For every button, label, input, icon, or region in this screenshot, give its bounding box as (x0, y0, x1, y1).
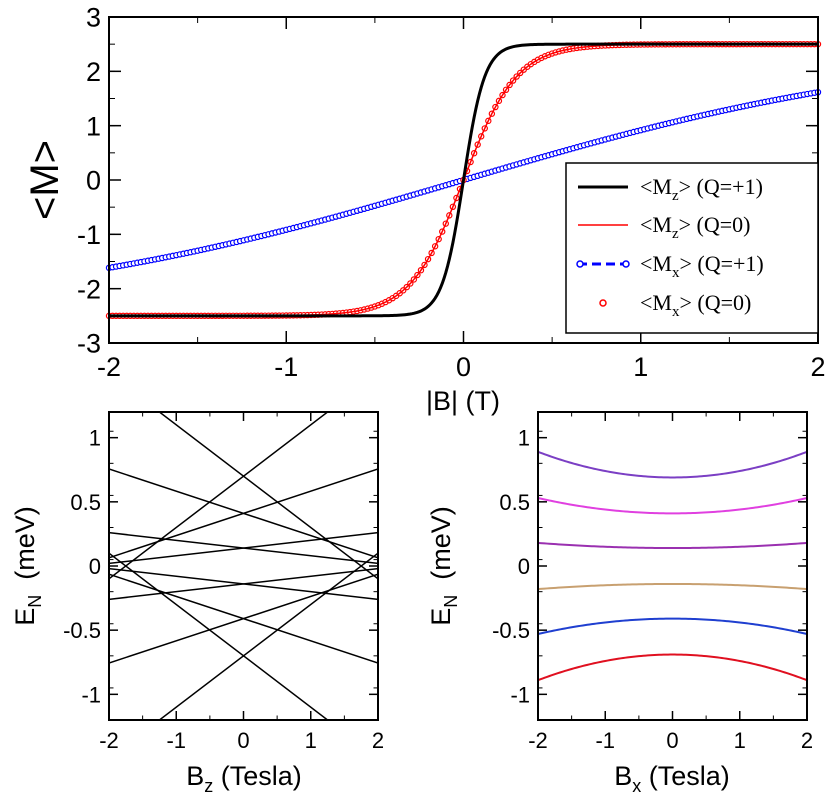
energy-level-curve (537, 497, 808, 515)
bottom-right-energy-panel: -2 -1 0 1 2 -1 -0.5 0 0.5 1 EN (meV) Bx (Tesla) (426, 411, 813, 796)
top-ytick-label: 1 (86, 111, 101, 141)
legend-entry-mx-q1: <Mx> (Q=+1) (576, 251, 764, 281)
bottom-right-xtick-label: 0 (666, 728, 678, 753)
legend-entry-mz-q0: <Mz> (Q=0) (578, 212, 751, 242)
series-mz-q1-line (109, 42, 818, 318)
bottom-left-plot-frame (108, 411, 379, 721)
bottom-left-xtick-label: 2 (372, 728, 384, 753)
energy-level-line (109, 552, 329, 720)
legend-entry-mx-q0: <Mx> (Q=0) (599, 290, 751, 320)
energy-level-curve (537, 582, 808, 591)
bottom-left-x-axis-label: Bz (Tesla) (186, 761, 302, 796)
legend-entry-mz-q1: <Mz> (Q=+1) (578, 174, 763, 204)
bottom-right-plot-frame (537, 411, 808, 721)
bottom-right-ytick-label: 1 (518, 426, 530, 451)
bottom-right-ticks: -2 -1 0 1 2 -1 -0.5 0 0.5 1 (492, 412, 813, 753)
top-x-axis-label: |B| (T) (426, 386, 500, 416)
bottom-right-xtick-label: -1 (595, 728, 615, 753)
legend-label-mz-q0: <Mz> (Q=0) (640, 212, 751, 242)
energy-level-line (158, 412, 378, 580)
bottom-left-y-axis-label: EN (meV) (10, 506, 45, 626)
bottom-left-level-group (109, 412, 378, 720)
bottom-right-y-axis-label: EN (meV) (426, 506, 461, 626)
energy-level-curve (537, 450, 808, 479)
legend-marker-mx-q0 (599, 299, 607, 307)
top-xtick-label: 1 (633, 352, 648, 382)
legend-label-mx-q1: <Mx> (Q=+1) (640, 251, 764, 281)
top-ytick-label: -2 (77, 274, 101, 304)
top-xtick-label: -1 (274, 352, 298, 382)
top-xtick-label: -2 (97, 352, 121, 382)
bottom-left-ytick-label: 1 (89, 426, 101, 451)
bottom-left-xtick-label: -1 (166, 728, 186, 753)
legend-label-mx-q0: <Mx> (Q=0) (640, 290, 751, 320)
bottom-right-x-axis-label: Bx (Tesla) (614, 761, 730, 796)
top-xtick-label: 0 (456, 352, 471, 382)
top-xtick-label: 2 (810, 352, 825, 382)
bottom-left-ticks: -2 -1 0 1 2 -1 -0.5 0 0.5 1 (63, 412, 384, 753)
bottom-right-ytick-label: 0.5 (499, 490, 530, 515)
energy-level-curve (537, 617, 808, 635)
bottom-right-xtick-label: 2 (801, 728, 813, 753)
bottom-right-xtick-label: 1 (734, 728, 746, 753)
legend-marker-mx-q1-right (622, 260, 630, 268)
top-ytick-label: -3 (77, 329, 101, 359)
energy-level-line (109, 573, 378, 664)
bottom-left-ytick-label: -1 (81, 682, 101, 707)
top-y-axis-label: <M> (23, 140, 67, 220)
bottom-left-energy-panel: -2 -1 0 1 2 -1 -0.5 0 0.5 1 EN (meV) Bz (Tesla) (10, 411, 384, 796)
bottom-right-xtick-label: -2 (528, 728, 548, 753)
top-ytick-label: 2 (86, 57, 101, 87)
bottom-left-xtick-label: -2 (99, 728, 119, 753)
bottom-left-lines (109, 412, 378, 720)
energy-level-curve (537, 653, 808, 682)
top-ytick-label: 0 (86, 166, 101, 196)
top-curves (105, 40, 822, 320)
energy-level-line (109, 567, 378, 601)
bottom-left-ytick-label: 0.5 (70, 490, 101, 515)
legend-label-mz-q1: <Mz> (Q=+1) (640, 174, 763, 204)
energy-level-curve (537, 541, 808, 550)
bottom-left-xtick-label: 1 (305, 728, 317, 753)
energy-level-line (109, 468, 378, 559)
top-ytick-label: 3 (86, 3, 101, 33)
bottom-right-ytick-label: -0.5 (492, 618, 530, 643)
bottom-right-ytick-label: -1 (510, 682, 530, 707)
bottom-left-ytick-label: 0 (89, 554, 101, 579)
top-ytick-label: -1 (77, 220, 101, 250)
legend: <Mz> (Q=+1) <Mz> (Q=0) <Mx> (Q=+1) <Mx> … (565, 162, 819, 334)
bottom-right-ytick-label: 0 (518, 554, 530, 579)
bottom-right-curves (537, 450, 808, 682)
bottom-left-ytick-label: -0.5 (63, 618, 101, 643)
legend-box (565, 162, 819, 334)
bottom-left-xtick-label: 0 (237, 728, 249, 753)
legend-marker-mx-q1-left (576, 260, 584, 268)
energy-level-line (109, 531, 378, 565)
